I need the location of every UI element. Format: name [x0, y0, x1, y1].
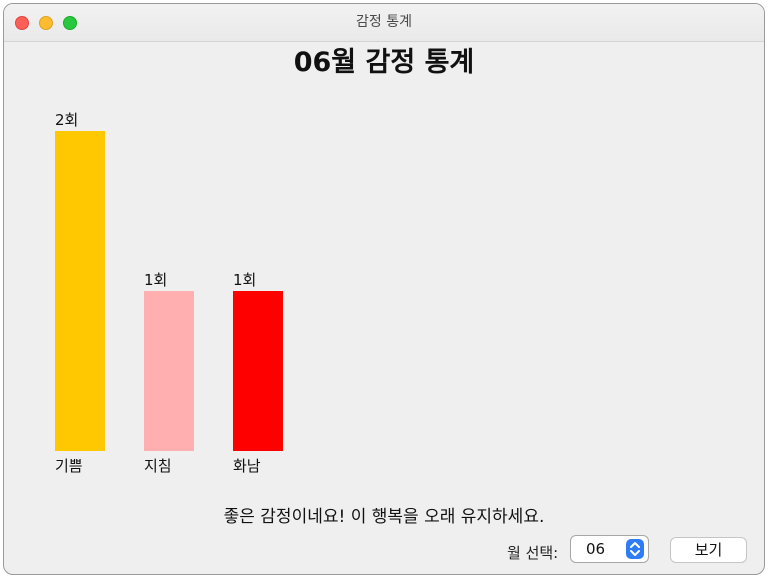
bar-value-label: 2회	[55, 111, 78, 129]
month-select-label: 월 선택:	[507, 544, 559, 562]
bar-value-label: 1회	[233, 271, 256, 289]
chevron-up-down-icon[interactable]	[626, 539, 644, 559]
bar-0	[55, 131, 105, 451]
view-button[interactable]: 보기	[670, 537, 747, 563]
page-title: 06월 감정 통계	[293, 47, 475, 78]
bar-1	[144, 291, 194, 451]
minimize-icon[interactable]	[39, 16, 53, 30]
bar-value-label: 1회	[144, 271, 167, 289]
feedback-message: 좋은 감정이네요! 이 행복을 오래 유지하세요.	[223, 507, 545, 527]
month-select-value: 06	[586, 540, 606, 558]
title-bar: 감정 통계	[4, 4, 764, 42]
category-label: 화남	[233, 457, 261, 475]
month-select[interactable]: 06	[570, 535, 649, 563]
category-label: 기쁨	[55, 457, 83, 475]
bar-2	[233, 291, 283, 451]
zoom-icon[interactable]	[63, 16, 77, 30]
close-icon[interactable]	[15, 16, 29, 30]
window-title: 감정 통계	[356, 14, 412, 30]
category-label: 지침	[144, 457, 172, 475]
